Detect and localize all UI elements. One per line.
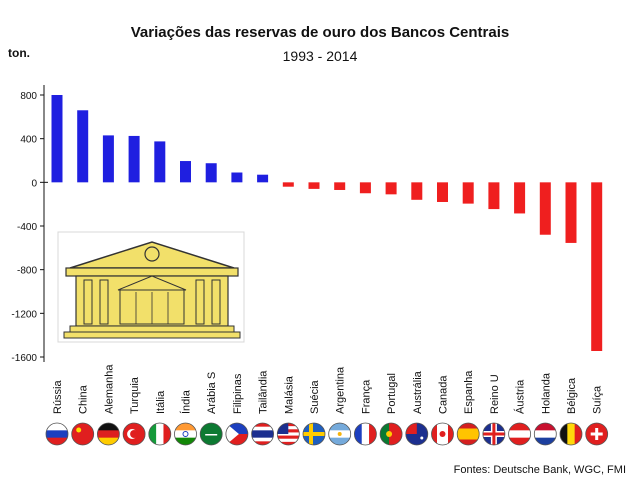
x-tick-label: Malásia [283,375,295,414]
bar [308,182,320,189]
bar [231,172,243,183]
france-flag-icon [353,422,377,446]
bar [591,182,603,351]
y-tick-label: -1200 [11,309,37,320]
chart-axes: 800 400 0 -400 -800 -1200 -1600 [11,85,48,364]
bar [102,135,114,183]
x-tick-label: Austrália [412,370,424,414]
central-bank-building-icon [57,231,245,343]
china-flag-icon [71,422,95,446]
bar [77,110,89,183]
x-tick-label: Reino U [489,374,501,414]
x-tick-label: Suécia [309,379,321,414]
bar [488,182,500,210]
x-tick-label: Áustria [514,379,527,414]
x-tick-label: Holanda [540,372,552,414]
malaysia-flag-icon [276,422,300,446]
portugal-flag-icon [379,422,403,446]
chart-bars [51,95,603,351]
y-tick-label: -1600 [11,353,37,364]
bar [411,182,423,200]
bar [282,182,294,187]
germany-flag-icon [97,422,120,446]
bar [514,182,526,214]
bar [334,182,346,190]
x-tick-label: China [78,384,90,414]
x-tick-label: França [360,379,372,414]
bar [462,182,474,204]
bar [359,182,371,194]
india-flag-icon [174,422,197,446]
switzerland-flag-icon [585,422,609,446]
x-tick-label: Itália [155,390,167,414]
belgium-flag-icon [559,422,583,446]
x-tick-label: Espanha [463,370,475,414]
australia-flag-icon [405,422,429,446]
netherlands-flag-icon [533,422,557,446]
bar [154,141,166,183]
x-tick-label: Argentina [335,366,347,414]
y-tick-label: 0 [31,178,37,189]
bar [565,182,577,243]
austria-flag-icon [508,422,531,446]
x-tick-label: Portugal [386,373,398,414]
argentina-flag-icon [328,422,352,446]
thailand-flag-icon [251,422,275,446]
y-tick-label: -400 [17,222,37,233]
saudi-arabia-flag-icon [199,422,223,446]
y-axis-unit-label: ton. [8,46,30,60]
x-tick-label: Arábia S [206,372,218,414]
italy-flag-icon [148,422,172,446]
x-tick-label: Rússia [52,379,64,414]
x-tick-label: Índia [180,389,193,414]
uk-flag-icon [482,422,506,446]
bar [539,182,551,235]
flag-row [45,422,609,446]
y-tick-label: 400 [20,135,37,146]
bar [128,135,140,183]
y-tick-label: 800 [20,91,37,102]
x-tick-label: Canada [438,375,450,414]
chart-subtitle: 1993 - 2014 [282,48,358,64]
source-note: Fontes: Deutsche Bank, WGC, FMI [453,464,626,476]
russia-flag-icon [45,422,69,446]
bar [205,163,217,183]
x-tick-label: Turquia [129,376,141,414]
x-tick-label: Alemanha [103,364,115,414]
bar [437,182,448,202]
chart-title: Variações das reservas de ouro dos Banco… [130,24,510,41]
y-tick-label: -800 [17,266,37,277]
canada-flag-icon [431,422,454,446]
bar [257,174,269,183]
bar [51,95,63,183]
x-tick-label: Bélgica [566,377,578,414]
spain-flag-icon [456,422,480,446]
turkey-flag-icon [122,422,146,446]
x-tick-label: Suíça [592,385,604,414]
x-tick-label: Filipinas [232,373,244,414]
bar [385,182,397,195]
sweden-flag-icon [302,422,326,446]
x-tick-labels: Rússia China Alemanha Turquia Itália Índia Ará… [52,364,604,414]
bar [180,161,191,183]
x-tick-label: Tailândia [258,370,270,414]
philippines-flag-icon [225,422,249,446]
